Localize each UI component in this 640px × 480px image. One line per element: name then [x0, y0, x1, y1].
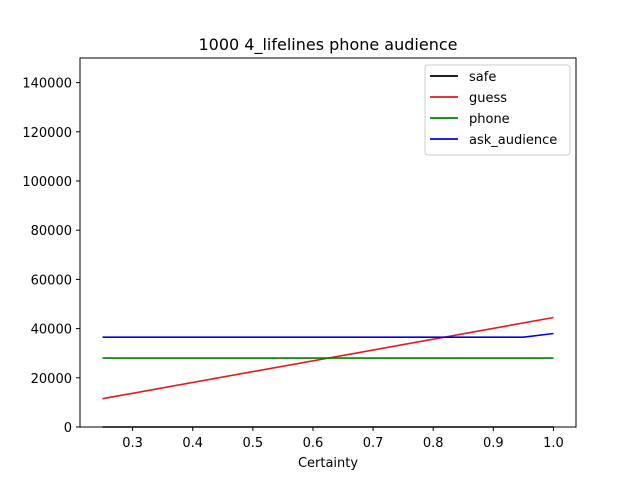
- legend-label: safe: [469, 70, 496, 85]
- legend: safe guess phone ask_audience: [424, 64, 571, 156]
- x-tick-label: 0.5: [243, 436, 264, 451]
- x-axis-label: Certainty: [298, 456, 358, 471]
- series-line-ask_audience: [102, 332, 554, 339]
- y-tick-label: 100000: [22, 175, 72, 190]
- x-axis: 0.3 0.4 0.5 0.6 0.7 0.8 0.9 1.0: [122, 427, 564, 451]
- y-tick-label: 80000: [31, 224, 72, 239]
- x-tick-label: 1.0: [543, 436, 564, 451]
- y-tick-label: 40000: [31, 323, 72, 338]
- y-tick-label: 0: [64, 421, 72, 436]
- x-tick-label: 0.6: [303, 436, 324, 451]
- y-tick-label: 120000: [22, 126, 72, 141]
- legend-label: phone: [469, 112, 510, 127]
- legend-box: [424, 64, 571, 156]
- y-axis: 0 20000 40000 60000 80000 100000 120000 140000: [22, 77, 80, 436]
- x-tick-label: 0.9: [483, 436, 504, 451]
- y-tick-label: 60000: [31, 273, 72, 288]
- x-tick-label: 0.7: [363, 436, 384, 451]
- x-tick-label: 0.8: [423, 436, 444, 451]
- chart-title: 1000 4_lifelines phone audience: [199, 35, 458, 55]
- x-tick-label: 0.3: [122, 436, 143, 451]
- x-tick-label: 0.4: [182, 436, 203, 451]
- legend-label: ask_audience: [469, 133, 557, 148]
- plot-frame: [79, 57, 577, 428]
- y-tick-label: 20000: [31, 372, 72, 387]
- legend-label: guess: [469, 91, 507, 106]
- y-tick-label: 140000: [22, 77, 72, 92]
